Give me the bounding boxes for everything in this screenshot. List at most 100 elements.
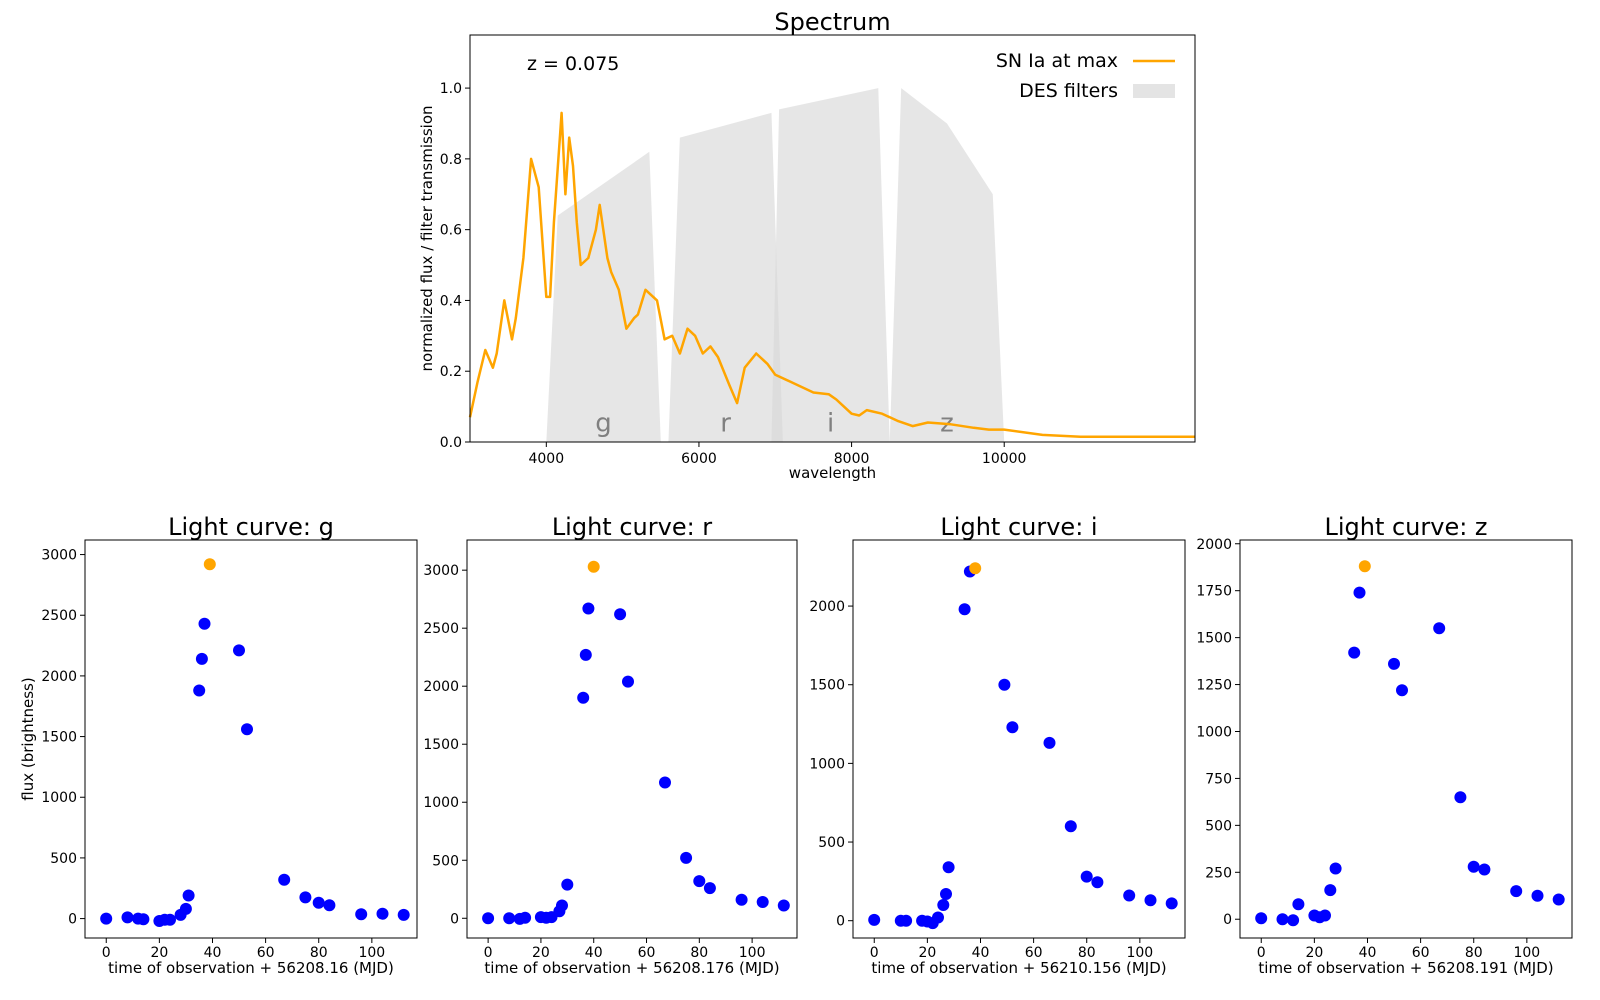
data-point xyxy=(1433,622,1446,635)
y-axis-label: flux (brightness) xyxy=(19,677,37,800)
data-point xyxy=(355,908,368,921)
y-tick-label: 2000 xyxy=(423,679,459,695)
x-tick-label: 40 xyxy=(1359,945,1377,961)
light-curve-axes xyxy=(1239,539,1573,939)
data-point xyxy=(1552,893,1565,906)
y-tick-label: 1000 xyxy=(809,756,845,772)
data-point xyxy=(1165,897,1178,910)
peak-point xyxy=(969,562,982,575)
data-point xyxy=(1064,820,1077,833)
data-point xyxy=(182,889,195,902)
filter-band-i xyxy=(771,88,890,442)
data-point xyxy=(1255,912,1268,925)
y-tick-label: 2000 xyxy=(1196,537,1232,553)
y-tick-label: 0 xyxy=(68,912,77,928)
data-point xyxy=(1043,736,1056,749)
data-point xyxy=(137,913,150,926)
y-tick-label: 1500 xyxy=(41,730,77,746)
data-point xyxy=(693,875,706,888)
data-point xyxy=(100,912,113,925)
data-point xyxy=(622,675,634,688)
x-tick-label: 20 xyxy=(532,945,550,961)
x-tick-label: 4000 xyxy=(528,451,564,467)
data-point xyxy=(299,891,312,904)
filter-label-i: i xyxy=(827,408,834,438)
data-point xyxy=(1123,889,1136,902)
x-tick-label: 0 xyxy=(1257,945,1266,961)
data-point xyxy=(121,911,134,924)
data-point xyxy=(1531,889,1544,902)
y-tick-label: 2500 xyxy=(423,621,459,637)
y-tick-label: 2000 xyxy=(41,669,77,685)
light-curve-panel-g: Light curve: g0 20 40 60 80 10005001000150020… xyxy=(19,513,418,977)
x-tick-label: 40 xyxy=(204,945,222,961)
data-point xyxy=(556,899,568,912)
legend-label: SN Ia at max xyxy=(996,50,1118,72)
spectrum-axes xyxy=(469,34,1196,443)
data-point xyxy=(376,907,389,920)
x-axis-label: time of observation + 56208.191 (MJD) xyxy=(1258,959,1553,977)
data-point xyxy=(312,896,325,909)
data-point xyxy=(940,888,952,900)
data-point xyxy=(1080,870,1093,883)
data-point xyxy=(998,678,1011,691)
data-point xyxy=(1292,898,1305,911)
data-point xyxy=(1276,913,1289,926)
x-tick-label: 0 xyxy=(484,945,493,961)
x-tick-label: 40 xyxy=(972,945,990,961)
y-tick-label: 1500 xyxy=(1196,631,1232,647)
light-curve-title: Light curve: g xyxy=(168,513,334,541)
data-point xyxy=(164,913,176,926)
y-tick-label: 1750 xyxy=(1196,584,1232,600)
y-tick-label: 0.2 xyxy=(440,364,462,380)
y-tick-label: 1250 xyxy=(1196,678,1232,694)
y-tick-label: 3000 xyxy=(41,548,77,564)
x-tick-label: 100 xyxy=(739,945,766,961)
x-tick-label: 10000 xyxy=(982,451,1027,467)
data-point xyxy=(1144,894,1157,907)
y-tick-label: 0 xyxy=(1223,912,1232,928)
data-point xyxy=(397,908,410,921)
data-point xyxy=(278,873,291,886)
data-point xyxy=(1388,657,1400,670)
y-axis-label: normalized flux / filter transmission xyxy=(418,105,436,371)
y-tick-label: 500 xyxy=(50,851,77,867)
data-point xyxy=(323,899,336,912)
x-tick-label: 8000 xyxy=(834,451,870,467)
data-point xyxy=(1467,860,1480,873)
data-point xyxy=(561,878,574,891)
legend-label: DES filters xyxy=(1019,80,1118,102)
y-tick-label: 3000 xyxy=(423,563,459,579)
x-tick-label: 80 xyxy=(1078,945,1096,961)
y-tick-label: 250 xyxy=(1205,865,1232,881)
y-tick-label: 0.0 xyxy=(440,435,462,451)
light-curve-axes xyxy=(466,539,798,939)
redshift-annotation: z = 0.075 xyxy=(527,53,619,75)
filter-band-z xyxy=(889,88,1005,442)
data-point xyxy=(1287,914,1300,927)
x-tick-label: 80 xyxy=(1465,945,1483,961)
y-tick-label: 750 xyxy=(1205,771,1232,787)
x-tick-label: 20 xyxy=(150,945,168,961)
y-tick-label: 2500 xyxy=(41,608,77,624)
y-tick-label: 0.6 xyxy=(440,223,462,239)
x-tick-label: 0 xyxy=(870,945,879,961)
data-point xyxy=(503,912,516,925)
data-point xyxy=(1454,791,1467,804)
x-tick-label: 6000 xyxy=(681,451,717,467)
data-point xyxy=(1006,721,1019,734)
x-tick-label: 60 xyxy=(638,945,656,961)
x-tick-label: 0 xyxy=(102,945,111,961)
data-point xyxy=(756,896,769,908)
y-tick-label: 1000 xyxy=(41,790,77,806)
data-point xyxy=(198,617,211,630)
data-point xyxy=(680,851,693,864)
x-axis-label: time of observation + 56208.16 (MJD) xyxy=(108,959,394,977)
data-point xyxy=(777,899,790,912)
x-axis-label: time of observation + 56208.176 (MJD) xyxy=(484,959,779,977)
data-point xyxy=(577,691,590,704)
y-tick-label: 0.8 xyxy=(440,152,462,168)
data-point xyxy=(1478,863,1491,876)
x-tick-label: 60 xyxy=(1412,945,1430,961)
